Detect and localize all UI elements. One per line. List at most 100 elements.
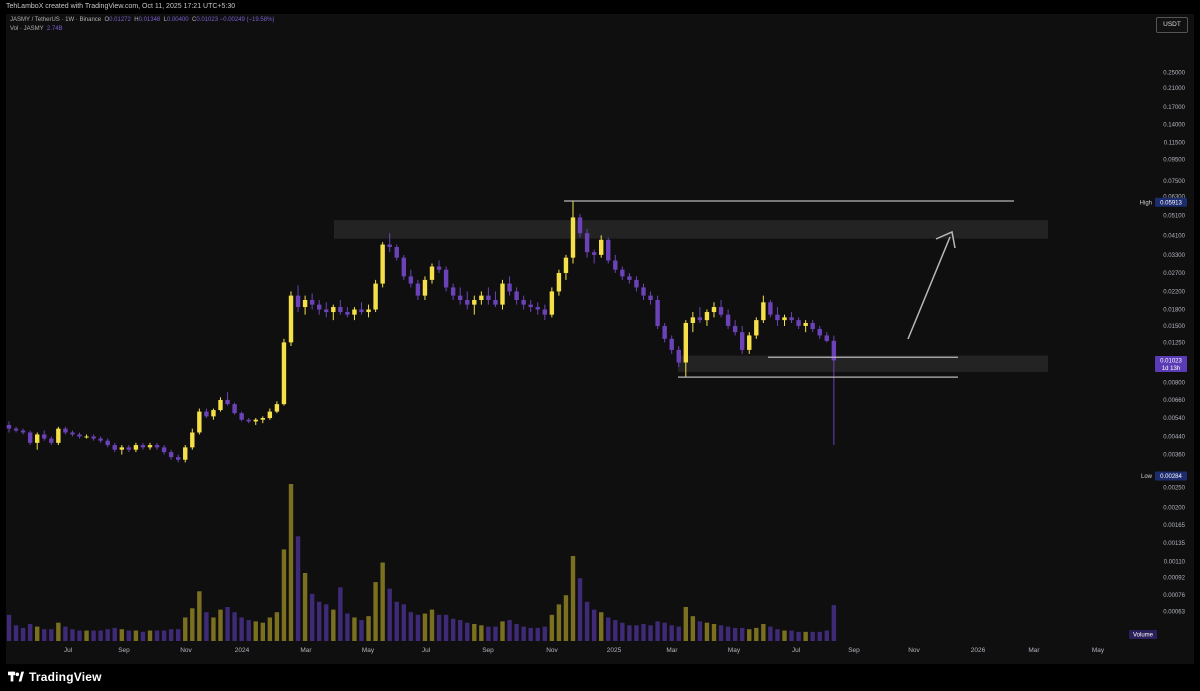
candle-body — [761, 302, 766, 321]
chart-area[interactable]: 0.25000 0.21000 0.17000 0.14000 0.11500 0.095… — [6, 14, 1194, 664]
price-tag-value: 0.01023 — [1160, 358, 1182, 364]
candle-body — [775, 314, 780, 321]
currency-button[interactable]: USDT — [1156, 17, 1188, 33]
volume-bar — [768, 626, 773, 641]
volume-bar — [655, 621, 660, 641]
volume-bar — [232, 612, 237, 641]
price-tick-label: 0.00800 — [1163, 381, 1185, 387]
candle-body — [380, 244, 385, 284]
volume-bar — [824, 630, 829, 641]
volume-bar — [49, 629, 54, 641]
candle-body — [648, 295, 653, 301]
volume-bar — [450, 618, 456, 641]
price-tick-label: 0.01250 — [1163, 340, 1185, 346]
volume-bar — [246, 620, 251, 641]
volume-bar — [147, 630, 153, 641]
volume-bar — [563, 595, 569, 641]
price-tick-label: 0.01800 — [1163, 308, 1185, 314]
time-tick-label: 2024 — [235, 647, 250, 654]
candle-body — [831, 340, 837, 361]
low-value: 0.00400 — [166, 17, 189, 23]
volume-bar — [112, 627, 117, 641]
candle-body — [84, 436, 89, 438]
volume-bar — [648, 625, 653, 641]
volume-bar — [253, 621, 258, 641]
time-tick-label: Jul — [422, 647, 431, 654]
candle-body — [620, 269, 625, 277]
tradingview-logo: TradingView — [8, 669, 102, 685]
candle-body — [549, 291, 555, 315]
candle-body — [782, 317, 787, 321]
volume-bar — [366, 616, 371, 641]
volume-bar — [239, 617, 244, 641]
candle-body — [387, 244, 392, 248]
candle-body — [493, 300, 498, 305]
candle-body — [126, 447, 132, 450]
volume-bar — [528, 627, 533, 641]
time-tick-label: Nov — [180, 647, 192, 654]
footer-bar: TradingView — [0, 664, 1200, 691]
volume-bar — [479, 625, 484, 641]
time-tick-label: May — [362, 647, 375, 654]
volume-bar — [443, 614, 449, 641]
candle-body — [317, 304, 322, 310]
volume-bar — [190, 608, 195, 641]
volume-bar — [465, 622, 470, 641]
time-tick-label: Jul — [792, 647, 801, 654]
price-tick-label: 0.00440 — [1163, 434, 1185, 440]
volume-bar — [359, 620, 364, 641]
volume-bar — [394, 601, 399, 641]
candle-body — [754, 320, 759, 336]
candle-body — [63, 428, 68, 433]
volume-bar — [6, 614, 12, 641]
candle-body — [352, 309, 357, 315]
volume-bar — [486, 626, 491, 641]
time-tick-label: Mar — [666, 647, 678, 654]
candle-body — [49, 438, 54, 443]
volume-bar — [831, 605, 837, 641]
price-tick-label: 0.00063 — [1163, 610, 1185, 616]
candle-body — [331, 307, 336, 313]
volume-bar — [507, 620, 512, 641]
candle-body — [373, 283, 378, 310]
candle-body — [401, 257, 406, 277]
candle-body — [429, 266, 435, 280]
price-tick-label: 0.00360 — [1163, 453, 1185, 459]
volume-bar — [408, 612, 414, 641]
volume-bar — [168, 629, 174, 641]
candle-body — [27, 432, 33, 443]
credit-bar: TehLamboX created with TradingView.com, … — [0, 0, 1200, 14]
price-tick-label: 0.14000 — [1163, 123, 1185, 129]
time-tick-label: 2025 — [607, 647, 622, 654]
price-tag-box — [1155, 471, 1187, 481]
candle-body — [154, 445, 160, 448]
price-tick-label: 0.04100 — [1163, 233, 1185, 239]
price-tick-label: 0.03300 — [1163, 253, 1185, 259]
volume-bar — [669, 625, 674, 641]
volume-bar — [429, 609, 435, 641]
candle-body — [218, 399, 223, 411]
volume-badge — [1129, 630, 1157, 639]
price-tick-label: 0.00660 — [1163, 398, 1185, 404]
candle-body — [458, 295, 463, 301]
price-tick-label: 0.00110 — [1164, 559, 1186, 565]
candle-body — [133, 445, 139, 450]
candle-body — [577, 217, 583, 234]
candle-body — [443, 269, 449, 288]
candle-body — [415, 283, 421, 296]
price-chart[interactable]: 0.25000 0.21000 0.17000 0.14000 0.11500 0.095… — [6, 14, 1194, 664]
volume-bar — [281, 549, 287, 641]
volume-bar — [387, 588, 392, 641]
candle-body — [740, 332, 745, 350]
price-tick-label: 0.07500 — [1163, 179, 1185, 185]
volume-bar — [324, 604, 329, 641]
price-tag-value: 0.00284 — [1160, 474, 1182, 480]
volume-legend-label: Vol · JASMY — [10, 26, 44, 32]
volume-bar — [627, 625, 632, 641]
candle-body — [309, 300, 315, 305]
candle-body — [345, 312, 350, 315]
volume-bar — [732, 627, 738, 641]
candle-body — [197, 411, 202, 433]
candle-body — [606, 239, 611, 261]
price-tag-box — [1155, 355, 1187, 372]
